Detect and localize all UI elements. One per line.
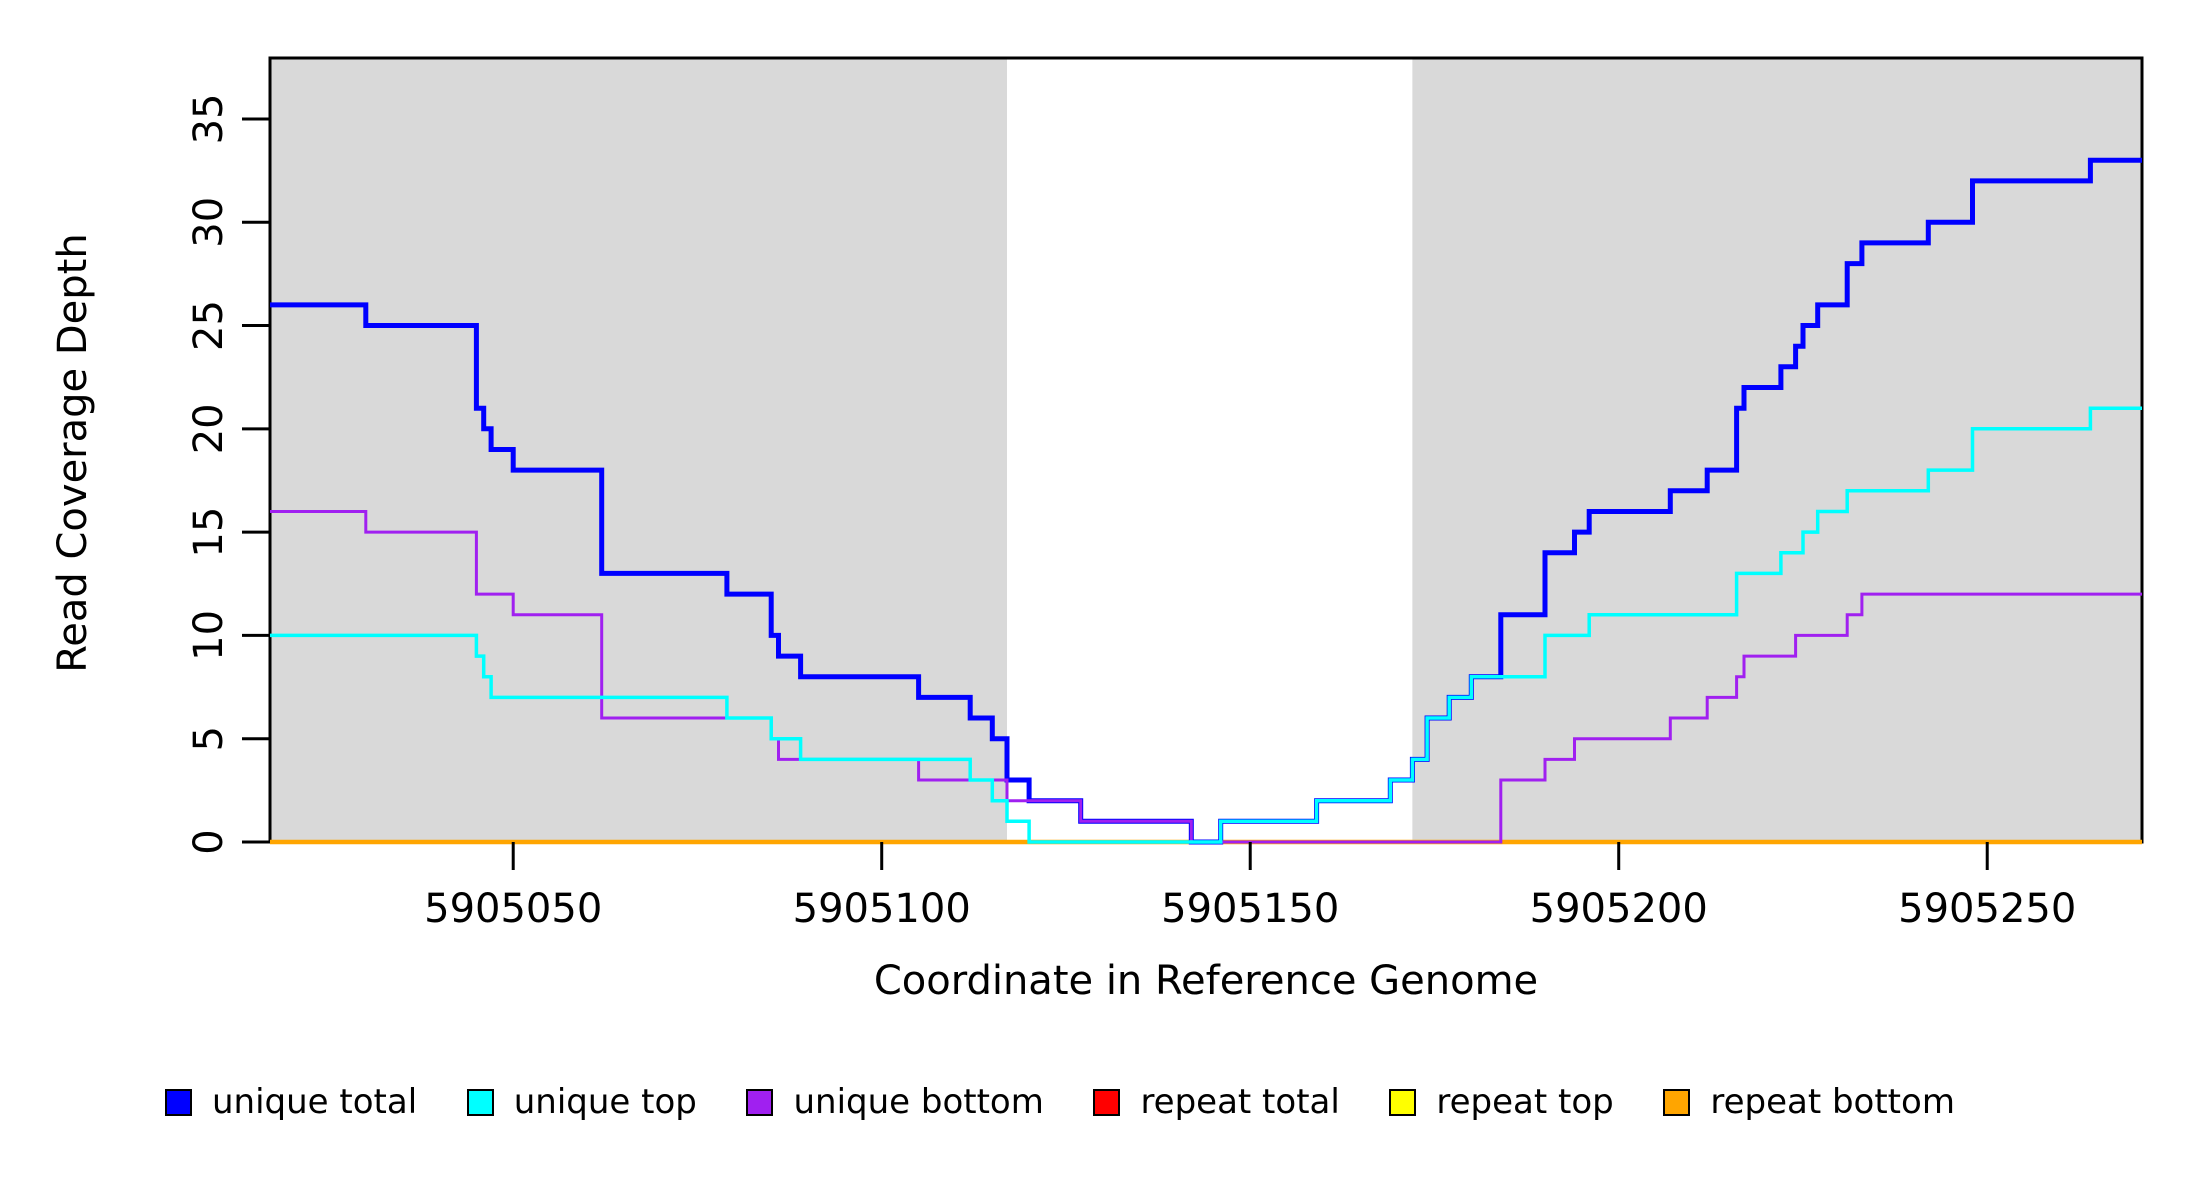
y-tick-label: 15: [186, 507, 232, 558]
y-tick-label: 35: [186, 93, 232, 144]
legend-item-repeat-bottom: repeat bottom: [1663, 1082, 1955, 1122]
series-line-unique-top: [270, 406, 2142, 844]
y-tick-label: 20: [186, 403, 232, 454]
coverage-chart: 5905050 5905100 5905150 5905200 5905250 0 5 10 1…: [186, 56, 2144, 932]
y-axis-title: Read Coverage Depth: [50, 233, 96, 673]
y-tick-label: 30: [186, 197, 232, 248]
x-tick-label: 5905050: [424, 886, 602, 932]
shaded-region: [270, 58, 1008, 842]
legend-label: unique total: [212, 1082, 418, 1122]
x-axis-title: Coordinate in Reference Genome: [873, 958, 1539, 1004]
x-tick-label: 5905100: [793, 886, 971, 932]
legend-label: repeat bottom: [1710, 1082, 1955, 1122]
series-line-unique-bottom: [270, 510, 2142, 844]
y-tick-label: 25: [186, 300, 232, 351]
legend-item-repeat-total: repeat total: [1093, 1082, 1340, 1122]
legend-swatch-icon: [466, 1088, 494, 1116]
shaded-region: [1412, 58, 2142, 842]
legend-swatch-icon: [746, 1088, 774, 1116]
legend-swatch-icon: [1093, 1088, 1121, 1116]
legend-item-unique-bottom: unique bottom: [746, 1082, 1044, 1122]
legend-label: repeat total: [1140, 1082, 1340, 1122]
y-tick-label: 5: [186, 726, 232, 751]
legend-item-repeat-top: repeat top: [1389, 1082, 1614, 1122]
legend-swatch-icon: [165, 1088, 192, 1116]
y-tick-label: 0: [186, 829, 232, 854]
legend-item-unique-total: unique total: [165, 1082, 417, 1122]
chart-legend: unique total unique top unique bottom repea…: [165, 1082, 1955, 1122]
legend-label: unique bottom: [793, 1082, 1044, 1122]
legend-swatch-icon: [1663, 1088, 1691, 1116]
y-tick-label: 10: [186, 610, 232, 661]
legend-label: unique top: [513, 1082, 697, 1122]
x-tick-label: 5905250: [1898, 886, 2076, 932]
legend-swatch-icon: [1389, 1088, 1417, 1116]
x-tick-label: 5905150: [1161, 886, 1339, 932]
legend-item-unique-top: unique top: [466, 1082, 697, 1122]
legend-label: repeat top: [1436, 1082, 1614, 1122]
x-tick-label: 5905200: [1530, 886, 1708, 932]
